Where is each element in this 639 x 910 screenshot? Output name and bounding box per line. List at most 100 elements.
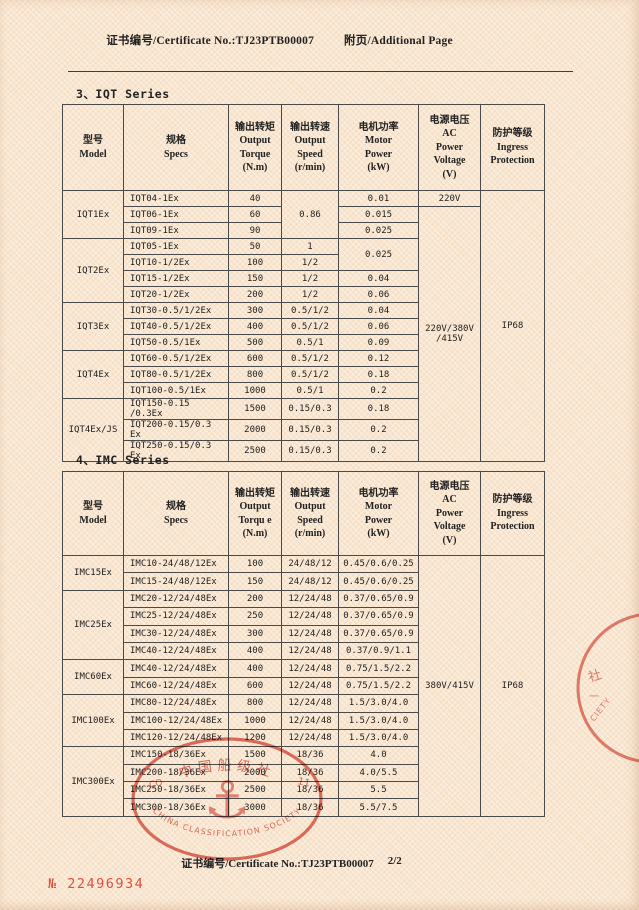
table-cell: IMC200-18/36Ex	[123, 763, 229, 783]
table-cell: IMC25-12/24/48Ex	[123, 607, 229, 626]
table-cell: 0.2	[338, 382, 419, 399]
table-cell: 1000	[228, 382, 282, 399]
table-cell: IQT1Ex	[62, 190, 124, 239]
table-cell: 0.09	[338, 334, 419, 351]
table-cell: IQT40-0.5/1/2Ex	[123, 318, 229, 335]
table-cell: 2000	[228, 419, 282, 441]
table-cell: 1.5/3.0/4.0	[338, 711, 419, 730]
table-cell: 12/24/48	[281, 694, 339, 713]
table-cell: 0.015	[338, 206, 419, 223]
table-cell: 0.37/0.65/0.9	[338, 589, 419, 609]
table-row: IMC100Ex IMC80-12/24/48Ex 800 12/24/48 1.5/3…	[62, 694, 545, 748]
table-cell: IP68	[480, 555, 545, 817]
partial-stamp-dash: 一	[589, 692, 599, 703]
table-cell: IQT150-0.15 /0.3Ex	[123, 398, 229, 420]
table-cell: 1200	[228, 728, 282, 748]
table-cell: IQT60-0.5/1/2Ex	[123, 350, 229, 367]
table-cell: 3000	[228, 798, 282, 817]
table-cell: 0.5/1	[281, 382, 339, 399]
table-cell: 0.5/1/2	[281, 366, 339, 383]
table-cell: 800	[228, 366, 282, 383]
table-cell: IMC300Ex	[62, 746, 124, 817]
table-cell: 200	[228, 286, 282, 303]
table-cell: 0.5/1/2	[281, 318, 339, 335]
additional-page-label: 附页/Additional Page	[344, 35, 453, 47]
table-row: IMC25-12/24/48Ex 250 12/24/48 0.37/0.65/0.9	[63, 607, 545, 626]
table-cell: 0.5/1/2	[281, 302, 339, 319]
column-header: 规格 Specs	[123, 104, 229, 191]
table-cell: 0.18	[338, 398, 419, 420]
table-cell: 1/2	[281, 286, 339, 303]
table-row: IMC60-12/24/48Ex 600 12/24/48 0.75/1.5/2.2	[63, 676, 545, 696]
table-cell: IMC60Ex	[62, 659, 124, 696]
column-header: 规格 Specs	[123, 471, 229, 556]
table-cell: IQT06-1Ex	[123, 206, 229, 223]
table-cell: 24/48/12	[281, 572, 339, 591]
table-cell: 300	[228, 624, 282, 643]
table-cell: 0.5/1/2	[281, 350, 339, 367]
table-cell: 250	[228, 607, 282, 626]
table-cell: 0.15/0.3	[281, 440, 339, 462]
table-cell: IMC40-12/24/48Ex	[123, 641, 229, 661]
table-cell: IQT50-0.5/1Ex	[123, 334, 229, 351]
table-cell: IMC25Ex	[62, 589, 124, 661]
table-cell: 18/36	[281, 763, 339, 783]
table-cell: 1/2	[281, 270, 339, 287]
table-row: IQT20-1/2Ex 200 1/2 0.06	[63, 286, 545, 303]
table-cell: 12/24/48	[281, 728, 339, 748]
table-cell: 0.75/1.5/2.2	[338, 676, 419, 696]
header-row: 型号 Model 规格 Specs 输出转矩 Output Torque (N.m)…	[62, 104, 545, 191]
table-cell: IMC15-24/48/12Ex	[123, 572, 229, 591]
table-cell: IMC30-12/24/48Ex	[123, 624, 229, 643]
table-cell: 400	[228, 659, 282, 678]
partial-stamp-ring	[576, 613, 639, 763]
table-cell: 0.15/0.3	[281, 419, 339, 441]
table-cell: 600	[228, 676, 282, 696]
partial-stamp-arc-text: CIETY	[588, 696, 612, 723]
table-cell: 0.45/0.6/0.25	[338, 554, 419, 574]
page-footer: 证书编号/Certificate No.:TJ23PTB00007 2/2	[0, 855, 611, 871]
table-cell: IMC15Ex	[62, 555, 124, 591]
table-cell: 0.75/1.5/2.2	[338, 659, 419, 678]
table-row: IQT250-0.15/0.3 Ex 2500 0.15/0.3 0.2	[63, 440, 545, 462]
imc-series-table: 型号 Model 规格 Specs 输出转矩 Output Torqu e (N.m…	[62, 471, 545, 817]
table-cell: IQT3Ex	[62, 302, 124, 351]
table-cell: IQT200-0.15/0.3 Ex	[123, 419, 229, 441]
table-cell: 380V/415V	[418, 555, 481, 817]
table-cell: IMC100-12/24/48Ex	[123, 711, 229, 730]
table-row: IQT06-1Ex 60 0.015 220V/380V /415V	[63, 206, 545, 462]
table-cell: IQT09-1Ex	[123, 222, 229, 239]
table-cell: 0.37/0.9/1.1	[338, 641, 419, 661]
table-cell: 1500	[228, 398, 282, 420]
table-row: IMC25Ex IMC20-12/24/48Ex 200 12/24/48 0.37/0…	[62, 589, 545, 661]
table-cell: 0.025	[338, 222, 419, 239]
table-cell: 0.18	[338, 366, 419, 383]
table-cell: 1	[281, 238, 339, 255]
table-cell: 2500	[228, 440, 282, 462]
table-cell: IQT10-1/2Ex	[123, 254, 229, 271]
table-cell: 0.37/0.65/0.9	[338, 624, 419, 643]
table-cell: 5.5	[338, 781, 419, 800]
table-cell: IMC120-12/24/48Ex	[123, 728, 229, 748]
table-cell: 5.5/7.5	[338, 798, 419, 817]
table-cell: 18/36	[281, 746, 339, 765]
table-cell: 0.04	[338, 302, 419, 319]
imc-series-title: 4、IMC Series	[76, 453, 170, 467]
table-cell: 0.12	[338, 350, 419, 367]
table-cell: 90	[228, 222, 282, 239]
table-cell: 0.01	[338, 190, 419, 207]
table-cell: IQT30-0.5/1/2Ex	[123, 302, 229, 319]
table-cell: 60	[228, 206, 282, 223]
table-cell: 0.37/0.65/0.9	[338, 607, 419, 626]
table-cell: 600	[228, 350, 282, 367]
table-cell: IP68	[480, 190, 545, 462]
table-cell: 100	[228, 254, 282, 271]
table-cell: 1/2	[281, 254, 339, 271]
header-divider	[68, 71, 573, 72]
table-cell: 0.2	[338, 440, 419, 462]
table-row: IMC30-12/24/48Ex 300 12/24/48 0.37/0.65/0.9	[63, 624, 545, 643]
table-cell: IMC250-18/36Ex	[123, 781, 229, 800]
table-cell: 0.2	[338, 419, 419, 441]
table-cell: IQT05-1Ex	[123, 238, 229, 255]
table-cell: 0.15/0.3	[281, 398, 339, 420]
